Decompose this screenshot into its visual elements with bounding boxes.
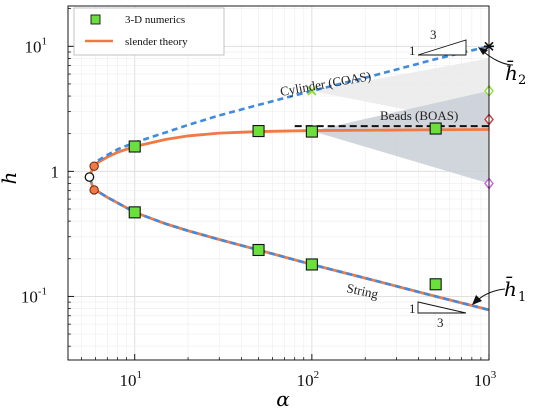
slope-triangle-bottom-rise: 3 [437, 315, 444, 330]
slope-triangle-top-shape [417, 39, 467, 56]
bifurcation-point [89, 161, 99, 171]
h1-arrow [477, 288, 506, 301]
bifurcation-point [89, 185, 99, 195]
h2-label-subscript: 2 [518, 73, 526, 88]
h2-callout: h̄ 2 [478, 47, 526, 88]
x-tick-label: 101 [119, 369, 142, 390]
legend-marker-numerics [90, 14, 101, 25]
h1-callout: h̄ 1 [472, 276, 526, 305]
y-tick-label: 101 [25, 35, 48, 56]
numerics-marker [429, 122, 442, 135]
cylinder-x-marker [307, 86, 317, 96]
h2-arrow [483, 51, 514, 66]
numerics-marker [252, 125, 265, 138]
slope-triangle-bottom-run: 1 [409, 301, 416, 316]
y-tick-label: 1 [51, 162, 60, 181]
numerics-marker [128, 206, 141, 219]
h1-label: h̄ [504, 276, 517, 301]
curves [88, 45, 490, 312]
y-axis-label-group: h̄ [0, 172, 21, 185]
shaded-regions [311, 58, 489, 184]
slope-triangle-bottom: 1 3 [409, 301, 467, 330]
numerics-marker [305, 125, 318, 138]
h1-arrowhead [472, 295, 482, 305]
slope-triangle-bottom-shape [417, 301, 467, 314]
legend-label-theory: slender theory [125, 36, 188, 48]
theory-upper-branch [88, 128, 490, 178]
x-tick-label: 103 [474, 369, 497, 390]
x-tick-label: 102 [297, 369, 320, 390]
beads-annotation: Beads (BOAS) [380, 108, 458, 123]
beads-band [311, 90, 489, 184]
theory-lower-branch [88, 176, 490, 312]
legend-label-numerics: 3-D numerics [125, 14, 185, 26]
dashed-string [88, 176, 490, 312]
y-tick-label: 10-1 [21, 285, 47, 306]
slope-triangle-top-rise: 3 [430, 27, 437, 42]
h1-label-subscript: 1 [518, 290, 526, 305]
numerics-marker [252, 243, 265, 257]
numerics-marker [128, 140, 141, 153]
h2-arrowhead [478, 47, 488, 55]
plot-frame [67, 5, 490, 361]
dashed-cylinder [97, 45, 490, 162]
y-axis-label: h̄ [0, 172, 21, 185]
numerics-marker [429, 278, 442, 291]
bifurcation-point-open [84, 172, 95, 182]
x-axis-label: α [276, 387, 290, 411]
legend: 3-D numerics slender theory [73, 7, 225, 56]
numerics-marker [305, 258, 318, 271]
string-annotation: String [345, 280, 380, 301]
h2-label: h̄ [505, 60, 518, 85]
slope-triangle-top-run: 1 [409, 43, 416, 58]
slope-triangle-top: 1 3 [409, 27, 467, 58]
